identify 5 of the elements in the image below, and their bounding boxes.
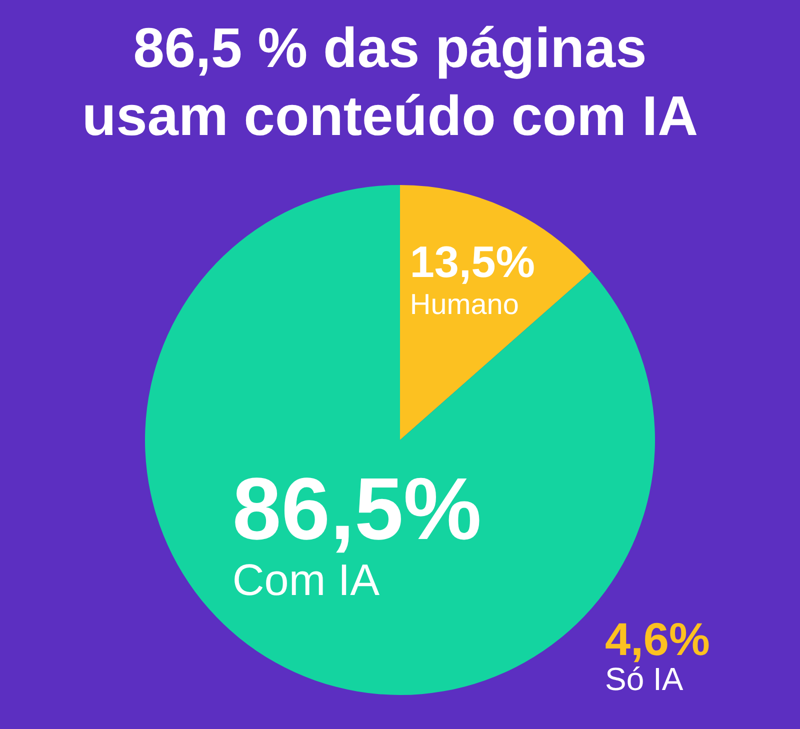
chart-title: 86,5 % das páginas usam conteúdo com IA bbox=[80, 15, 700, 149]
data-label: 13,5% bbox=[410, 238, 535, 288]
slice-label: Humano bbox=[410, 288, 519, 321]
slice-label: Com IA bbox=[232, 556, 380, 605]
data-label: 86,5% bbox=[232, 458, 482, 558]
